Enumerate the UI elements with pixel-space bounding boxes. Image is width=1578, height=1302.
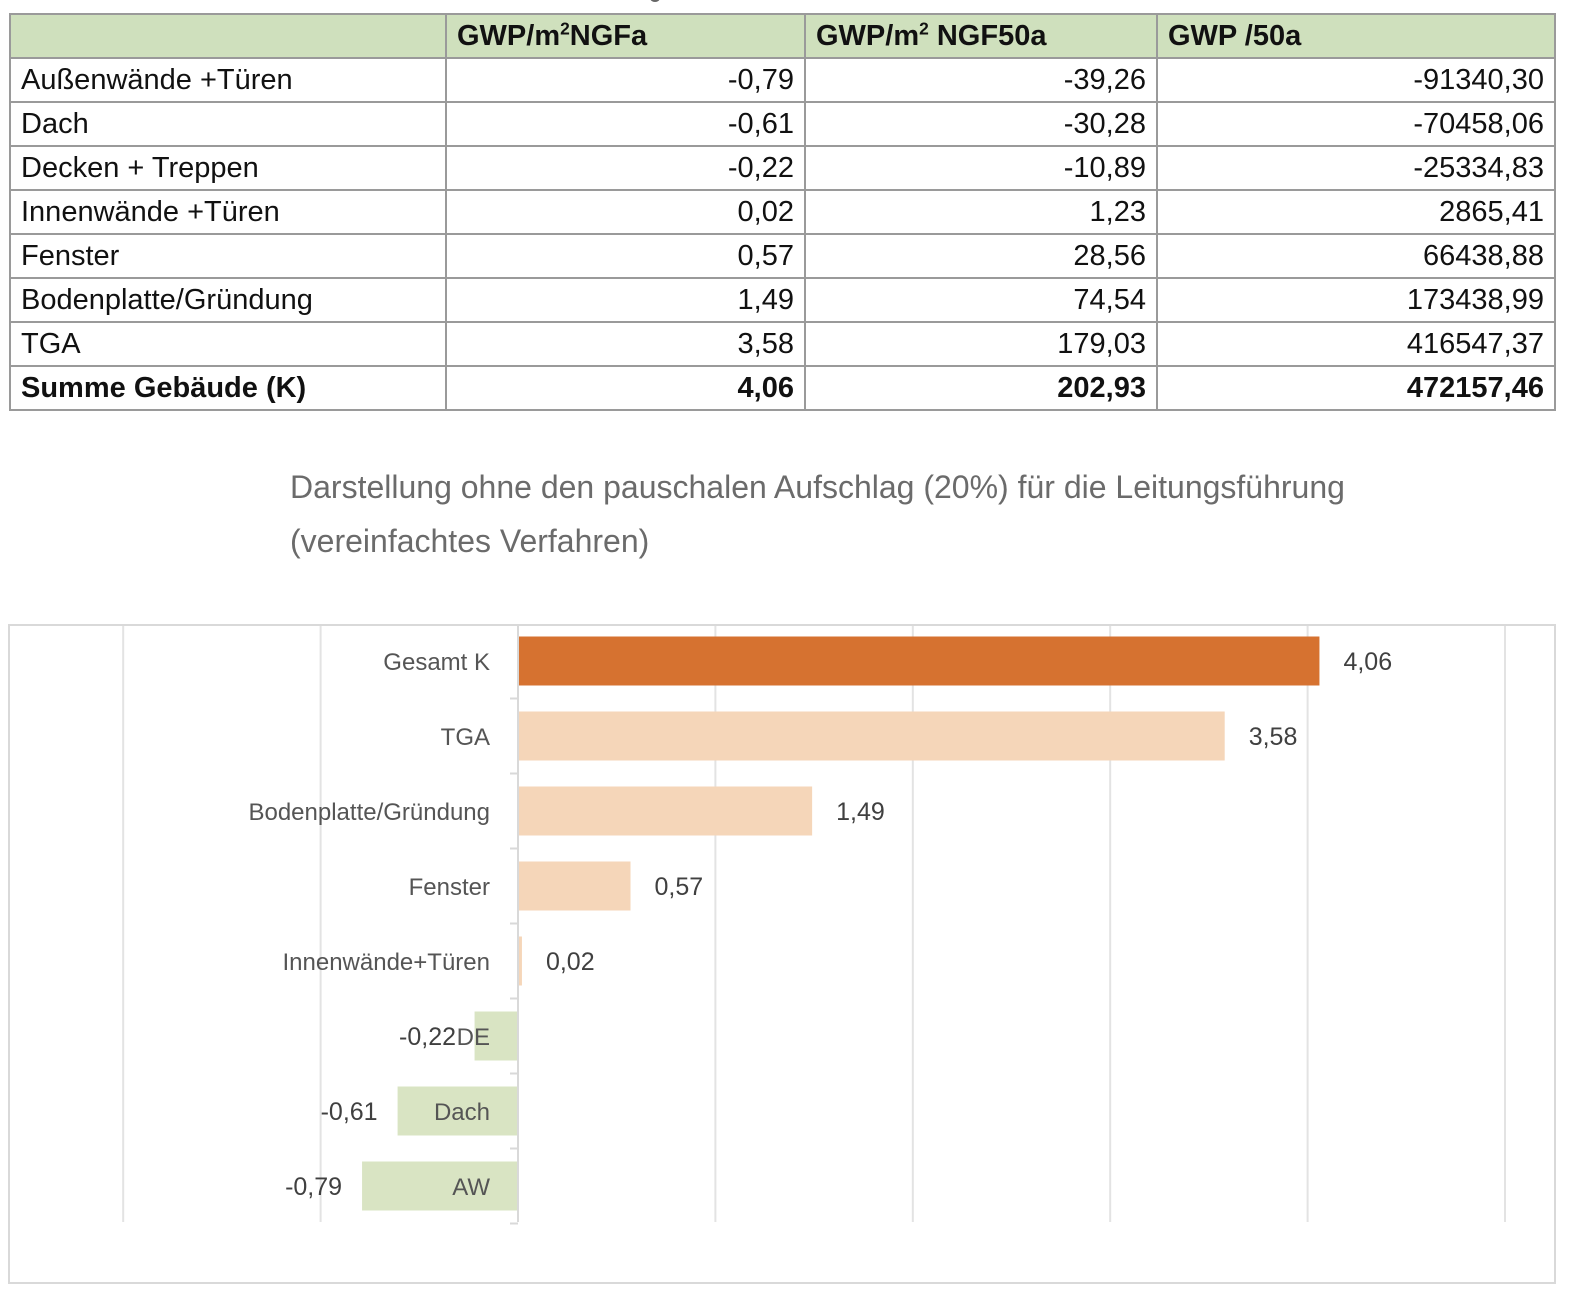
table-row: Dach -0,61 -30,28 -70458,06 — [9, 101, 1556, 147]
cell-value: 74,54 — [804, 277, 1158, 323]
bar-dach — [397, 1086, 518, 1136]
row-label: TGA — [9, 321, 447, 367]
data-label: 4,06 — [1343, 648, 1392, 676]
cell-value: 0,57 — [445, 233, 806, 279]
table-total-row: Summe Gebäude (K) 4,06 202,93 472157,46 — [9, 365, 1556, 411]
cell-value: -30,28 — [804, 101, 1158, 147]
bar-aw — [362, 1161, 518, 1211]
cell-value: -0,61 — [445, 101, 806, 147]
category-label: TGA — [441, 724, 490, 751]
data-label: 3,58 — [1249, 723, 1298, 751]
caption-line-2: (vereinfachtes Verfahren) — [290, 523, 650, 559]
data-label: -0,22 — [399, 1023, 456, 1051]
category-label: AW — [452, 1174, 490, 1201]
cell-value: 173438,99 — [1156, 277, 1556, 323]
cropped-heading-fragment — [650, 0, 660, 2]
row-label: Außenwände +Türen — [9, 57, 447, 103]
caption-line-1: Darstellung ohne den pauschalen Aufschla… — [290, 469, 1345, 505]
header-text: GWP/m — [457, 19, 561, 52]
bar-de — [474, 1011, 518, 1061]
cell-value: 416547,37 — [1156, 321, 1556, 367]
header-text: NGFa — [569, 19, 648, 52]
category-label: Fenster — [409, 874, 490, 901]
bar-bodenplatte-gr-ndung — [518, 786, 813, 836]
data-label: 0,02 — [546, 948, 595, 976]
bar-gesamt-k — [518, 636, 1320, 686]
cell-value: 66438,88 — [1156, 233, 1556, 279]
cell-value: 179,03 — [804, 321, 1158, 367]
data-label: -0,79 — [285, 1173, 342, 1201]
cell-value: 1,23 — [804, 189, 1158, 235]
cell-value: 2865,41 — [1156, 189, 1556, 235]
cell-value: -0,79 — [445, 57, 806, 103]
category-label: DE — [457, 1024, 490, 1051]
header-superscript: 2 — [560, 17, 570, 38]
cell-value: -70458,06 — [1156, 101, 1556, 147]
chart-caption: Darstellung ohne den pauschalen Aufschla… — [290, 460, 1410, 568]
category-label: Bodenplatte/Gründung — [248, 799, 490, 826]
gwp-table: GWP/m2NGFa GWP/m2 NGF50a GWP /50a Außenwän… — [9, 13, 1556, 411]
data-label: -0,61 — [321, 1098, 378, 1126]
data-label: 1,49 — [836, 798, 885, 826]
cell-value: -91340,30 — [1156, 57, 1556, 103]
bar-innenw-nde-t-ren — [518, 936, 522, 986]
row-label: Decken + Treppen — [9, 145, 447, 191]
cell-value: 0,02 — [445, 189, 806, 235]
table-row: Innenwände +Türen 0,02 1,23 2865,41 — [9, 189, 1556, 235]
header-text: NGF50a — [928, 19, 1047, 52]
row-label: Dach — [9, 101, 447, 147]
table-row: Außenwände +Türen -0,79 -39,26 -91340,30 — [9, 57, 1556, 103]
cell-value: -39,26 — [804, 57, 1158, 103]
header-text: GWP /50a — [1168, 19, 1302, 52]
data-label: 0,57 — [655, 873, 704, 901]
cell-value: 3,58 — [445, 321, 806, 367]
column-header-1: GWP/m2NGFa — [445, 13, 806, 59]
cell-value: -10,89 — [804, 145, 1158, 191]
row-label: Fenster — [9, 233, 447, 279]
cell-value: 28,56 — [804, 233, 1158, 279]
bar-tga — [518, 711, 1225, 761]
column-header-3: GWP /50a — [1156, 13, 1556, 59]
table-row: TGA 3,58 179,03 416547,37 — [9, 321, 1556, 367]
column-header-2: GWP/m2 NGF50a — [804, 13, 1158, 59]
table-header-row: GWP/m2NGFa GWP/m2 NGF50a GWP /50a — [9, 13, 1556, 59]
category-label: Dach — [434, 1099, 490, 1126]
column-header-0 — [9, 13, 447, 59]
category-label: Gesamt K — [383, 649, 490, 676]
header-superscript: 2 — [919, 17, 929, 38]
table-row: Decken + Treppen -0,22 -10,89 -25334,83 — [9, 145, 1556, 191]
table-row: Bodenplatte/Gründung 1,49 74,54 173438,99 — [9, 277, 1556, 323]
row-label: Innenwände +Türen — [9, 189, 447, 235]
table-row: Fenster 0,57 28,56 66438,88 — [9, 233, 1556, 279]
cell-value: 202,93 — [804, 365, 1158, 411]
cell-value: -0,22 — [445, 145, 806, 191]
cell-value: 1,49 — [445, 277, 806, 323]
cell-value: -25334,83 — [1156, 145, 1556, 191]
cell-value: 472157,46 — [1156, 365, 1556, 411]
bar-fenster — [518, 861, 631, 911]
row-label: Summe Gebäude (K) — [9, 365, 447, 411]
header-text: GWP/m — [816, 19, 920, 52]
category-label: Innenwände+Türen — [283, 949, 491, 976]
row-label: Bodenplatte/Gründung — [9, 277, 447, 323]
cell-value: 4,06 — [445, 365, 806, 411]
